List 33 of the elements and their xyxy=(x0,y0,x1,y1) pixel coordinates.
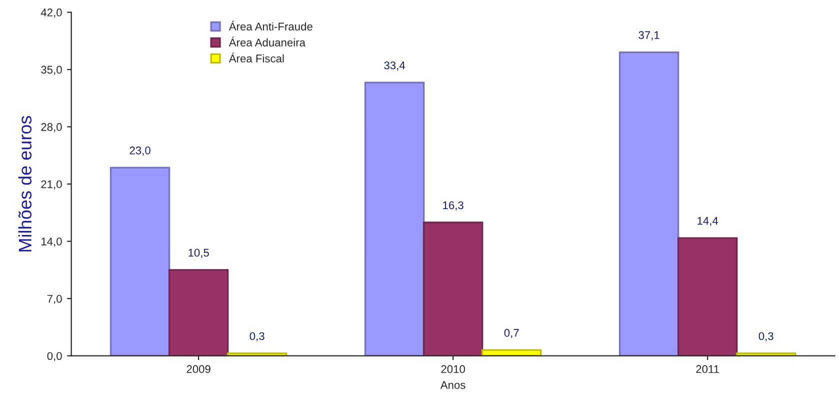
y-tick-label: 0,0 xyxy=(47,352,62,362)
y-tick-label: 14,0 xyxy=(42,238,62,247)
bar xyxy=(736,352,796,356)
bar xyxy=(422,222,484,356)
data-label: 23,0 xyxy=(130,146,150,156)
bar xyxy=(110,166,170,356)
data-label: 16,3 xyxy=(443,201,464,210)
y-axis-title: Milhões de euros xyxy=(18,116,32,252)
data-label: 0,3 xyxy=(758,332,774,342)
x-axis-title: Anos xyxy=(440,381,466,389)
data-label: 0,7 xyxy=(504,328,519,338)
legend-label: Área Anti-Fraude xyxy=(228,20,312,30)
data-label: 14,4 xyxy=(698,216,718,226)
y-tick-label: 7,0 xyxy=(47,294,62,304)
bar xyxy=(226,352,288,356)
x-tick-label: 2011 xyxy=(696,365,719,374)
data-label: 0,3 xyxy=(250,332,264,342)
y-tick-label: 21,0 xyxy=(41,180,62,190)
legend-label: Área Aduaneira xyxy=(228,36,306,46)
x-tick-label: 2010 xyxy=(441,365,465,374)
data-label: 33,4 xyxy=(384,61,406,71)
bar xyxy=(364,82,425,356)
bar xyxy=(168,269,229,356)
legend-label: Área Fiscal xyxy=(228,52,284,62)
y-tick-label: 28,0 xyxy=(41,123,62,132)
bar xyxy=(481,349,542,356)
bar xyxy=(618,52,680,356)
y-tick-label: 35,0 xyxy=(41,66,62,75)
x-tick-label: 2009 xyxy=(186,365,210,374)
data-label: 10,5 xyxy=(188,248,209,258)
data-label: 37,1 xyxy=(638,31,660,40)
bar xyxy=(677,237,738,356)
y-tick-label: 42,0 xyxy=(40,8,62,18)
